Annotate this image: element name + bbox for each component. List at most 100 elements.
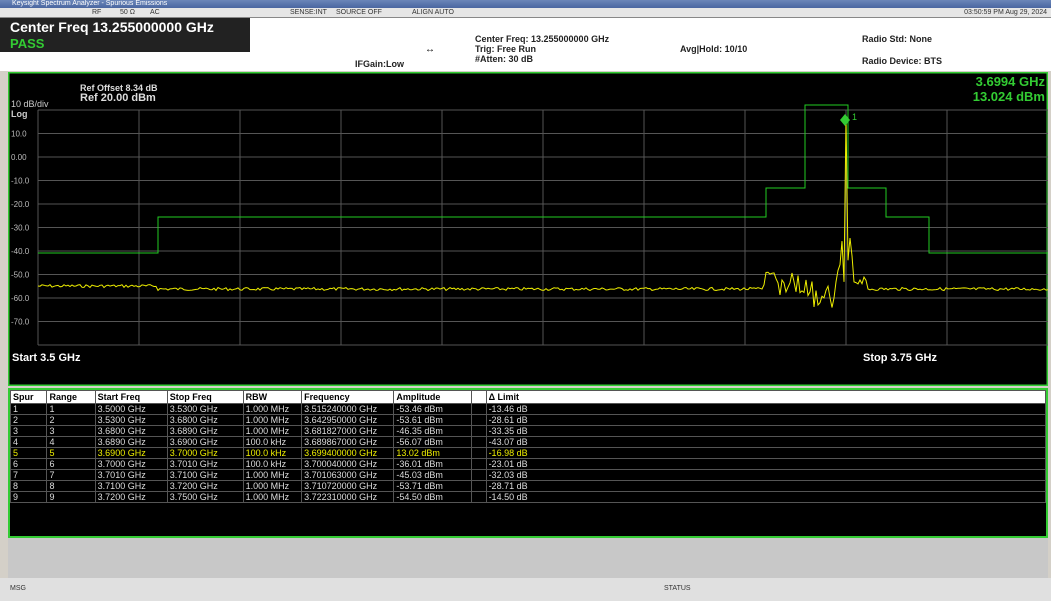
table-cell: -14.50 dB bbox=[485, 491, 1047, 503]
table-cell bbox=[471, 403, 487, 415]
y-label: 10.0 bbox=[11, 130, 27, 139]
table-cell: 3.7000 GHz bbox=[94, 458, 168, 470]
trace bbox=[37, 116, 1048, 308]
table-cell bbox=[471, 414, 487, 426]
table-cell: 7 bbox=[46, 469, 96, 481]
column-header: Frequency bbox=[301, 390, 395, 404]
table-cell: 100.0 kHz bbox=[242, 458, 303, 470]
atten: #Atten: 30 dB bbox=[475, 54, 534, 64]
table-cell: 1.000 MHz bbox=[242, 414, 303, 426]
sense: SENSE:INT bbox=[290, 9, 327, 16]
table-cell: 3.689867000 GHz bbox=[301, 436, 395, 448]
rf: RF bbox=[92, 9, 102, 16]
table-cell: 6 bbox=[46, 458, 96, 470]
table-cell: 5 bbox=[9, 447, 48, 459]
table-cell: 13.02 dBm bbox=[393, 447, 473, 459]
marker-freq: 3.6994 GHz bbox=[976, 74, 1046, 89]
table-cell: 4 bbox=[46, 436, 96, 448]
column-header: Δ Limit bbox=[485, 390, 1047, 404]
table-cell: 3.7100 GHz bbox=[166, 469, 244, 481]
source: SOURCE OFF bbox=[336, 9, 382, 16]
table-cell: -16.98 dB bbox=[485, 447, 1047, 459]
scale: 10 dB/div bbox=[11, 99, 49, 109]
graph-frame bbox=[8, 72, 1048, 386]
window-title: Keysight Spectrum Analyzer - Spurious Em… bbox=[12, 0, 168, 7]
ifgain: IFGain:Low bbox=[355, 59, 404, 69]
radio-std: Radio Std: None bbox=[862, 34, 932, 44]
y-label: -40.0 bbox=[11, 247, 30, 256]
table-cell: 3.681827000 GHz bbox=[301, 425, 395, 437]
table-cell: -56.07 dBm bbox=[393, 436, 473, 448]
table-cell: 3.7000 GHz bbox=[166, 447, 244, 459]
column-header bbox=[471, 390, 487, 404]
table-cell: 7 bbox=[9, 469, 48, 481]
table-cell: 1.000 MHz bbox=[242, 469, 303, 481]
column-header: Range bbox=[46, 390, 96, 404]
table-cell bbox=[471, 447, 487, 459]
table-cell: -53.46 dBm bbox=[393, 403, 473, 415]
table-cell: 3.722310000 GHz bbox=[301, 491, 395, 503]
coupling: AC bbox=[150, 9, 160, 16]
table-cell: 3.5300 GHz bbox=[166, 403, 244, 415]
column-header: Amplitude bbox=[393, 390, 473, 404]
y-label: -50.0 bbox=[11, 271, 30, 280]
table-row: 4 4 3.6890 GHz 3.6900 GHz 100.0 kHz 3.6898670… bbox=[9, 436, 1047, 448]
limit-line bbox=[38, 104, 1048, 254]
stop: Stop 3.75 GHz bbox=[863, 352, 937, 364]
table-row: 7 7 3.7010 GHz 3.7100 GHz 1.000 MHz 3.7010630… bbox=[9, 469, 1047, 481]
table-cell: 3.6800 GHz bbox=[166, 414, 244, 426]
table-cell bbox=[471, 469, 487, 481]
spur-table: Spur Range Start Freq Stop Freq RBW Frequency… bbox=[8, 388, 1048, 538]
table-cell: 3.6900 GHz bbox=[166, 436, 244, 448]
marker-label: 1 bbox=[852, 112, 857, 122]
table-cell: 8 bbox=[46, 480, 96, 492]
start: Start 3.5 GHz bbox=[12, 352, 81, 364]
y-label: 0.00 bbox=[11, 153, 27, 162]
table-cell: 6 bbox=[9, 458, 48, 470]
table-cell bbox=[471, 458, 487, 470]
table-cell: 3.7100 GHz bbox=[94, 480, 168, 492]
table-cell: -43.07 dB bbox=[485, 436, 1047, 448]
table-cell: -53.71 dBm bbox=[393, 480, 473, 492]
center-freq-info: Center Freq: 13.255000000 GHz bbox=[475, 34, 610, 44]
table-cell: 3.710720000 GHz bbox=[301, 480, 395, 492]
table-cell: 8 bbox=[9, 480, 48, 492]
grid bbox=[37, 109, 1048, 346]
graph: 1 Ref Offset 8.34 dB Ref 20.00 dBm 10 dB… bbox=[8, 72, 1048, 386]
table-cell: 5 bbox=[46, 447, 96, 459]
title-bar: Keysight Spectrum Analyzer - Spurious Em… bbox=[0, 0, 1051, 8]
status-bar: MSG STATUS bbox=[0, 578, 1051, 601]
table-cell: 3 bbox=[46, 425, 96, 437]
header: Center Freq 13.255000000 GHz PASS IFGain… bbox=[0, 18, 1051, 71]
column-header: RBW bbox=[242, 390, 303, 404]
table-row: 3 3 3.6800 GHz 3.6890 GHz 1.000 MHz 3.6818270… bbox=[9, 425, 1047, 437]
table-cell: 9 bbox=[46, 491, 96, 503]
table-cell: 3.700040000 GHz bbox=[301, 458, 395, 470]
table-cell: 2 bbox=[46, 414, 96, 426]
table-row: 8 8 3.7100 GHz 3.7200 GHz 1.000 MHz 3.7107200… bbox=[9, 480, 1047, 492]
table-cell: 1.000 MHz bbox=[242, 491, 303, 503]
center-freq: Center Freq 13.255000000 GHz bbox=[0, 18, 250, 36]
table-cell: 100.0 kHz bbox=[242, 447, 303, 459]
marker bbox=[840, 114, 850, 126]
table-cell: 3.642950000 GHz bbox=[301, 414, 395, 426]
y-label: -20.0 bbox=[11, 200, 30, 209]
column-header: Spur bbox=[9, 390, 48, 404]
info-row: RF 50 Ω AC SENSE:INT SOURCE OFF ALIGN AU… bbox=[0, 8, 1051, 18]
table-cell: -54.50 dBm bbox=[393, 491, 473, 503]
table-cell: 3.699400000 GHz bbox=[301, 447, 395, 459]
table-cell: -28.71 dB bbox=[485, 480, 1047, 492]
align: ALIGN AUTO bbox=[412, 9, 454, 16]
table-row: 1 1 3.5000 GHz 3.5300 GHz 1.000 MHz 3.5152400… bbox=[9, 403, 1047, 415]
table-cell: -46.35 dBm bbox=[393, 425, 473, 437]
table-cell: 1.000 MHz bbox=[242, 425, 303, 437]
table-cell: 1.000 MHz bbox=[242, 480, 303, 492]
table-cell: -28.61 dB bbox=[485, 414, 1047, 426]
marker-amp: 13.024 dBm bbox=[973, 89, 1045, 104]
msg: MSG bbox=[10, 585, 26, 592]
table-cell: 100.0 kHz bbox=[242, 436, 303, 448]
ref-level: Ref 20.00 dBm bbox=[80, 92, 156, 104]
table-cell: 3.6800 GHz bbox=[94, 425, 168, 437]
table-row: 9 9 3.7200 GHz 3.7500 GHz 1.000 MHz 3.7223100… bbox=[9, 491, 1047, 503]
